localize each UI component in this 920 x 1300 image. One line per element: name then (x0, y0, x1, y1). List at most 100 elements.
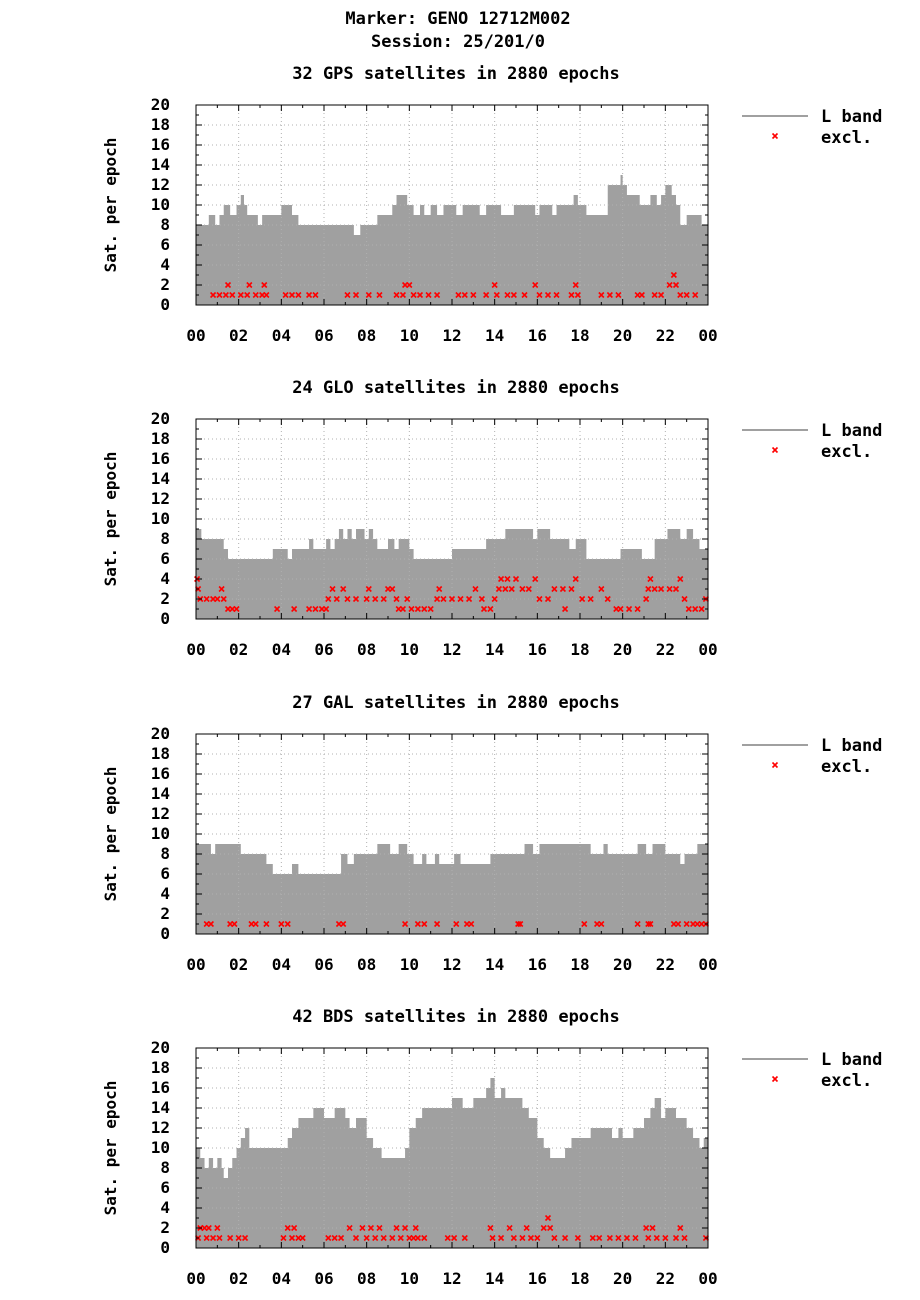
y-tick-label: 20 (151, 1038, 170, 1057)
excl-marker (681, 595, 688, 603)
x-tick-label: 12 (442, 326, 461, 345)
excl-marker (295, 291, 302, 299)
x-tick-label: 04 (272, 955, 291, 974)
excl-marker (568, 585, 575, 593)
excl-marker (340, 585, 347, 593)
excl-marker (645, 920, 652, 928)
excl-marker (615, 1234, 622, 1242)
excl-marker (367, 1224, 374, 1232)
excl-marker (527, 1234, 534, 1242)
excl-marker (587, 595, 594, 603)
x-tick-label: 20 (613, 955, 632, 974)
x-tick-label: 20 (613, 1269, 632, 1288)
excl-marker (653, 1234, 660, 1242)
excl-marker (666, 585, 673, 593)
chart-panel: 27 GAL satellites in 2880 epochs 0 2 4 6 8 10 1… (0, 684, 920, 984)
y-axis-label: Sat. per epoch (101, 138, 120, 273)
x-tick-label: 04 (272, 326, 291, 345)
y-tick-label: 4 (160, 884, 170, 903)
chart-panel: 24 GLO satellites in 2880 epochs 0 2 4 6 8 10 1… (0, 369, 920, 669)
excl-marker (231, 920, 238, 928)
y-tick-label: 2 (160, 1218, 170, 1237)
excl-marker (372, 595, 379, 603)
excl-marker (525, 585, 532, 593)
excl-marker (540, 1224, 547, 1232)
excl-marker (216, 1234, 223, 1242)
excl-marker (261, 281, 268, 289)
excl-marker (645, 585, 652, 593)
excl-marker (235, 1234, 242, 1242)
y-tick-label: 12 (151, 175, 170, 194)
excl-marker (444, 1234, 451, 1242)
excl-marker (229, 291, 236, 299)
excl-marker (352, 1234, 360, 1242)
excl-marker (282, 291, 289, 299)
excl-marker (634, 605, 641, 613)
excl-marker (414, 920, 421, 928)
excl-marker (288, 291, 296, 299)
chart-svg: 27 GAL satellites in 2880 epochs02468101… (101, 693, 882, 974)
y-tick-label: 0 (160, 924, 170, 943)
excl-marker (487, 1224, 494, 1232)
y-tick-label: 16 (151, 449, 170, 468)
excl-marker (643, 1224, 650, 1232)
x-tick-label: 10 (400, 640, 419, 659)
chart-title: 32 GPS satellites in 2880 epochs (292, 64, 620, 84)
excl-marker (365, 291, 372, 299)
excl-marker (263, 920, 270, 928)
y-tick-label: 8 (160, 529, 170, 548)
excl-marker (491, 281, 498, 289)
excl-marker (412, 1224, 419, 1232)
excl-marker (598, 585, 605, 593)
excl-marker (498, 575, 505, 583)
session-title: Session: 25/201/0 (371, 32, 545, 50)
excl-marker (436, 585, 443, 593)
excl-marker (421, 920, 428, 928)
excl-marker (606, 291, 613, 299)
excl-marker (493, 291, 500, 299)
excl-marker (306, 291, 313, 299)
excl-marker (677, 1224, 684, 1232)
x-tick-label: 06 (314, 955, 333, 974)
excl-marker (421, 1234, 428, 1242)
y-tick-label: 16 (151, 1078, 170, 1097)
excl-marker (683, 291, 690, 299)
x-tick-label: 16 (528, 326, 547, 345)
x-tick-label: 00 (698, 640, 717, 659)
excl-marker (517, 920, 524, 928)
excl-marker (662, 1234, 669, 1242)
y-tick-label: 6 (160, 235, 170, 254)
excl-marker (210, 1234, 217, 1242)
legend-excl-swatch (771, 1075, 779, 1083)
excl-marker (280, 1234, 287, 1242)
excl-marker (399, 291, 406, 299)
excl-marker (643, 595, 650, 603)
y-tick-label: 2 (160, 275, 170, 294)
excl-marker (461, 1234, 468, 1242)
l-band-area (196, 175, 708, 305)
excl-marker (672, 1234, 680, 1242)
legend-label-excl: excl. (821, 1071, 872, 1091)
excl-marker (237, 291, 244, 299)
x-tick-label: 14 (485, 326, 504, 345)
y-tick-label: 0 (160, 609, 170, 628)
excl-marker (252, 920, 259, 928)
excl-marker (203, 595, 210, 603)
chart-title: 42 BDS satellites in 2880 epochs (292, 1007, 620, 1027)
excl-marker (647, 920, 654, 928)
chart-svg: 24 GLO satellites in 2880 epochs02468101… (101, 378, 882, 659)
excl-marker (457, 595, 464, 603)
excl-marker (670, 271, 677, 279)
excl-marker (572, 281, 579, 289)
excl-marker (389, 1234, 396, 1242)
excl-marker (216, 291, 223, 299)
excl-marker (376, 1224, 383, 1232)
excl-marker (515, 920, 522, 928)
excl-marker (312, 605, 319, 613)
excl-marker (579, 595, 586, 603)
excl-marker (214, 595, 221, 603)
excl-marker (425, 291, 432, 299)
excl-marker (399, 605, 406, 613)
excl-marker (244, 291, 251, 299)
excl-marker (487, 605, 494, 613)
